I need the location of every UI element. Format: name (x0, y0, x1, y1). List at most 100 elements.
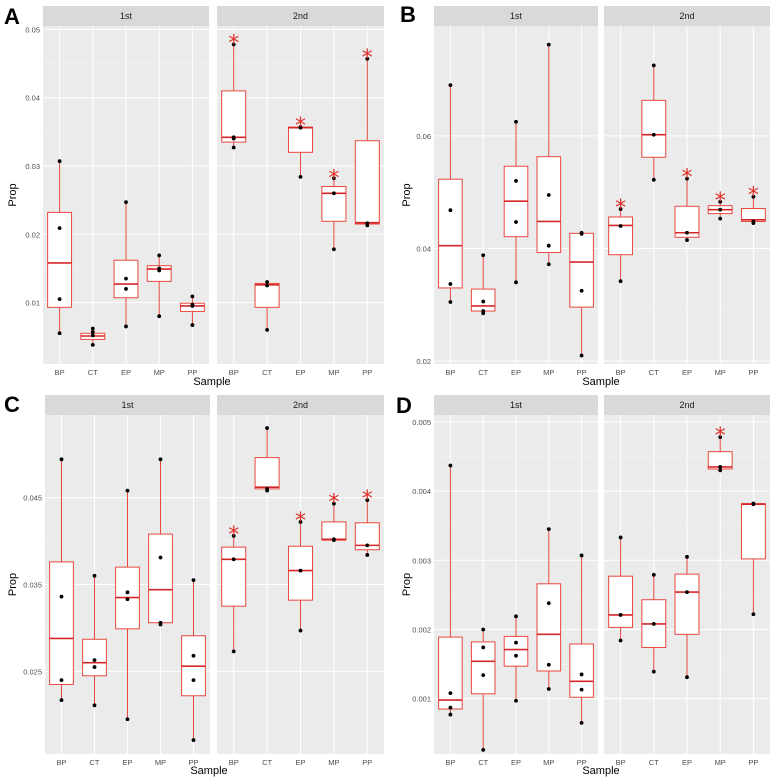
x-tick-label: EP (121, 368, 131, 377)
data-point (298, 520, 303, 524)
x-tick-label: EP (682, 368, 692, 377)
significance-star: * (362, 487, 373, 512)
x-axis-title: Sample (190, 765, 227, 777)
significance-star: * (715, 424, 726, 449)
data-point (448, 300, 453, 304)
y-axis-title: Prop (7, 183, 19, 206)
y-tick-label: 0.035 (23, 581, 42, 590)
data-point (57, 226, 62, 231)
data-point (298, 568, 303, 573)
box-ep (674, 554, 700, 680)
box-iqr (608, 575, 634, 628)
data-point (125, 717, 130, 722)
panel-letter: D (396, 393, 412, 418)
x-tick-label: MP (543, 758, 554, 767)
significance-star: * (295, 509, 306, 534)
box-mp: * (707, 424, 733, 473)
box-ep (503, 119, 529, 285)
box-pp (181, 578, 206, 742)
x-tick-label: EP (511, 368, 521, 377)
facet-strip (217, 395, 384, 415)
data-point (332, 537, 336, 542)
data-point (546, 601, 551, 606)
data-point (158, 457, 163, 462)
significance-star: * (362, 46, 373, 71)
box-ct (641, 63, 667, 182)
box-pp: * (354, 487, 380, 557)
data-point (265, 426, 269, 430)
data-point (685, 230, 689, 235)
x-tick-label: MP (154, 368, 165, 377)
significance-star: * (715, 189, 726, 214)
data-point (190, 302, 195, 307)
box-ct (254, 426, 280, 493)
y-tick-label: 0.06 (416, 132, 431, 141)
data-point (92, 703, 97, 708)
y-tick-label: 0.04 (416, 245, 431, 254)
facet-strip-label: 1st (121, 400, 134, 410)
significance-star: * (228, 31, 239, 56)
data-point (481, 747, 486, 752)
data-point (231, 533, 236, 538)
data-point (92, 665, 97, 669)
significance-star: * (615, 196, 626, 221)
facet-2nd: 2nd BP CT EP MP PP * * * * (604, 6, 770, 377)
data-point (718, 464, 723, 469)
facet-strip (217, 6, 384, 26)
box-iqr (438, 636, 463, 710)
facet-1st: 1st BP CT EP MP PP (434, 6, 598, 377)
data-point (448, 208, 453, 213)
data-point (124, 276, 128, 281)
data-point (514, 653, 518, 658)
data-point (618, 535, 623, 540)
data-point (298, 628, 303, 633)
data-point (751, 219, 756, 224)
data-point (579, 553, 584, 558)
x-tick-label: EP (295, 758, 305, 767)
box-ct (80, 326, 106, 347)
data-point (59, 457, 64, 462)
box-ep: * (287, 114, 314, 179)
data-point (124, 286, 128, 291)
data-point (191, 738, 196, 742)
data-point (265, 327, 269, 332)
facet-strip (434, 6, 598, 26)
box-iqr (82, 638, 107, 677)
data-point (751, 501, 756, 506)
facet-strip-label: 2nd (679, 11, 694, 21)
box-ct (470, 253, 496, 316)
data-point (618, 638, 623, 643)
data-point (481, 309, 486, 313)
facet-2nd: 2nd BP CT EP MP PP * (604, 395, 770, 767)
data-point (265, 280, 269, 284)
data-point (158, 555, 163, 560)
data-point (332, 501, 336, 506)
data-point (546, 527, 551, 532)
data-point (365, 221, 370, 226)
box-mp (536, 527, 562, 691)
data-point (514, 698, 518, 703)
data-point (718, 199, 723, 204)
data-point (125, 488, 130, 493)
x-tick-label: CT (90, 758, 100, 767)
facet-strip (604, 6, 770, 26)
box-iqr (536, 583, 562, 672)
x-tick-label: PP (187, 368, 197, 377)
y-axis-title: Prop (401, 573, 413, 596)
box-iqr (674, 205, 700, 238)
box-bp (49, 457, 74, 703)
x-tick-label: EP (511, 758, 521, 767)
box-bp: * (221, 31, 247, 150)
y-axis-title: Prop (7, 573, 19, 596)
data-point (651, 669, 656, 674)
data-point (514, 614, 518, 619)
data-point (90, 333, 95, 338)
y-tick-label: 0.01 (25, 299, 40, 308)
box-ct (641, 572, 667, 674)
facet-2nd: 2nd BP CT EP MP PP * * * * (217, 6, 384, 377)
data-point (685, 176, 689, 181)
data-point (514, 179, 518, 183)
data-point (157, 314, 162, 319)
